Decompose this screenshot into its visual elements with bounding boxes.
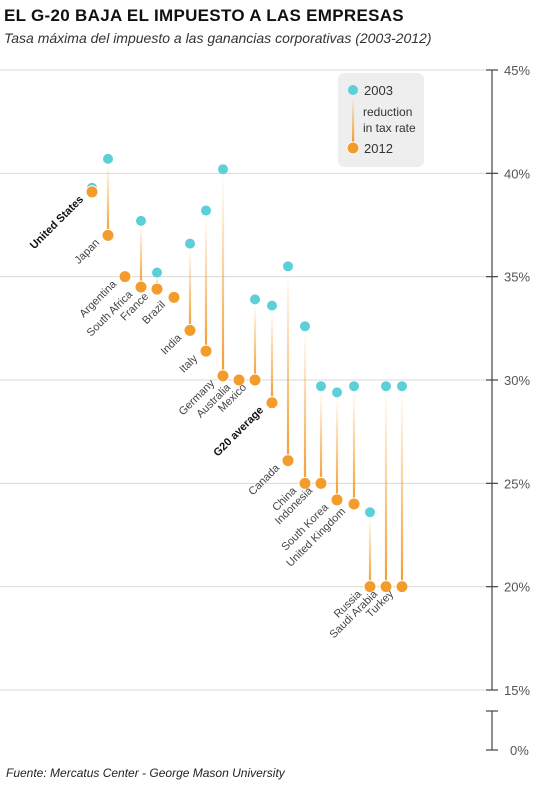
reduction-stem [139, 225, 143, 287]
reduction-stem [204, 215, 208, 352]
point-2003 [201, 205, 211, 216]
legend-box [338, 73, 424, 167]
reduction-stem [335, 397, 339, 500]
y-tick-label: 25% [504, 476, 530, 491]
point-2003 [300, 321, 310, 332]
category-label: Italy [177, 352, 200, 375]
legend-label: reduction [363, 105, 412, 119]
reduction-stem [352, 391, 356, 504]
point-2003 [283, 261, 293, 272]
point-2012 [101, 228, 115, 242]
gridlines [0, 69, 492, 691]
y-axis: 45% 40% 35% 30% 25% 20% 15% 0% [486, 63, 530, 758]
point-2012 [248, 373, 262, 387]
point-2003 [365, 507, 375, 518]
reduction-stem [106, 163, 110, 236]
category-label: Canada [246, 462, 282, 498]
chart-title: EL G-20 BAJA EL IMPUESTO A LAS EMPRESAS [4, 6, 404, 25]
point-2003 [218, 164, 228, 175]
point-2003 [152, 267, 162, 278]
legend-2003-marker [348, 85, 358, 95]
point-2012 [134, 280, 148, 294]
point-2003 [349, 381, 359, 392]
reduction-stem [221, 174, 225, 376]
legend-2012-marker [346, 141, 360, 155]
point-2012 [265, 396, 279, 410]
reduction-stem [253, 304, 257, 380]
point-2012 [183, 323, 197, 337]
point-2012 [314, 476, 328, 490]
y-tick-label: 40% [504, 166, 530, 181]
point-2003 [316, 381, 326, 392]
point-2012 [232, 373, 246, 387]
point-2012 [363, 580, 377, 594]
point-2012 [281, 454, 295, 468]
point-2012 [347, 497, 361, 511]
data-marks [85, 153, 409, 594]
y-tick-label: 15% [504, 683, 530, 698]
point-2012 [199, 344, 213, 358]
point-2012 [118, 270, 132, 284]
reduction-stem [384, 391, 388, 587]
reduction-stem [303, 331, 307, 484]
reduction-stem [319, 391, 323, 484]
source-note: Fuente: Mercatus Center - George Mason U… [6, 766, 285, 780]
point-2003 [103, 153, 113, 164]
point-2012 [216, 369, 230, 383]
legend-label: 2012 [364, 141, 393, 156]
point-2012 [150, 282, 164, 296]
y-tick-label: 30% [504, 373, 530, 388]
y-tick-label: 0% [510, 743, 529, 758]
reduction-stem [286, 271, 290, 461]
chart-subtitle: Tasa máxima del impuesto a las ganancias… [4, 30, 432, 46]
y-tick-label: 45% [504, 63, 530, 78]
reduction-stem [400, 391, 404, 587]
category-label: India [159, 331, 185, 357]
reduction-stem [188, 248, 192, 331]
point-2012 [330, 493, 344, 507]
point-2003 [381, 381, 391, 392]
category-label: G20 average [211, 404, 266, 459]
point-2012 [395, 580, 409, 594]
legend-reduction-stem [352, 98, 355, 143]
legend: 2003 reduction in tax rate 2012 [338, 73, 424, 167]
point-2003 [332, 387, 342, 398]
y-tick-label: 20% [504, 580, 530, 595]
point-2003 [250, 294, 260, 305]
category-label: United States [28, 194, 86, 252]
point-2012 [85, 185, 99, 199]
point-2012 [298, 476, 312, 490]
reduction-stem [368, 517, 372, 587]
point-2003 [136, 215, 146, 226]
point-2003 [185, 238, 195, 249]
point-2003 [397, 381, 407, 392]
point-2012 [167, 290, 181, 304]
category-label: Japan [72, 237, 102, 267]
reduction-stem [270, 310, 274, 403]
y-tick-label: 35% [504, 270, 530, 285]
legend-label: 2003 [364, 83, 393, 98]
point-2012 [379, 580, 393, 594]
legend-label: in tax rate [363, 121, 416, 135]
point-2003 [267, 300, 277, 311]
